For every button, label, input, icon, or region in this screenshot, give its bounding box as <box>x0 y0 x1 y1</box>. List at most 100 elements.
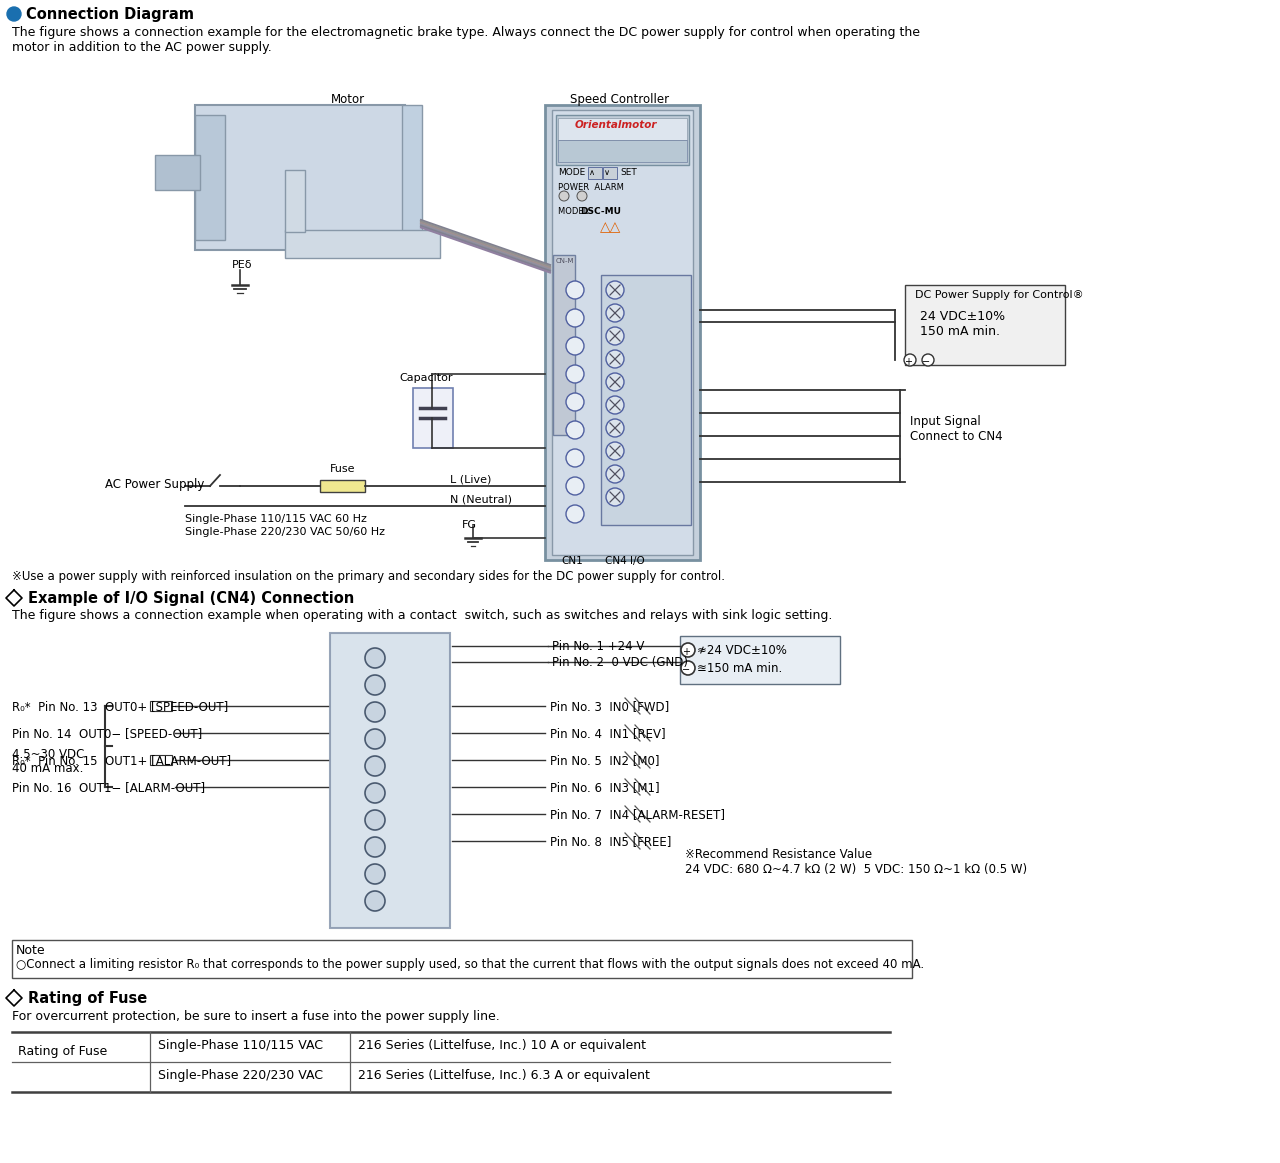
Circle shape <box>577 191 588 201</box>
Circle shape <box>605 395 625 414</box>
Text: ※Recommend Resistance Value: ※Recommend Resistance Value <box>685 848 872 861</box>
Text: 216 Series (Littelfuse, Inc.) 6.3 A or equivalent: 216 Series (Littelfuse, Inc.) 6.3 A or e… <box>358 1069 650 1082</box>
Text: Single-Phase 220/230 VAC 50/60 Hz: Single-Phase 220/230 VAC 50/60 Hz <box>186 527 385 537</box>
Circle shape <box>365 783 385 802</box>
Text: +: + <box>682 647 690 657</box>
Bar <box>12 940 911 978</box>
Bar <box>680 636 840 684</box>
Circle shape <box>605 465 625 483</box>
Text: The figure shows a connection example for the electromagnetic brake type. Always: The figure shows a connection example fo… <box>12 26 920 40</box>
Bar <box>602 274 691 525</box>
Text: Motor: Motor <box>332 93 365 106</box>
Text: Capacitor: Capacitor <box>399 373 453 383</box>
Text: Single-Phase 110/115 VAC 60 Hz: Single-Phase 110/115 VAC 60 Hz <box>186 514 367 525</box>
Circle shape <box>365 837 385 857</box>
Bar <box>150 755 172 765</box>
Text: N (Neutral): N (Neutral) <box>451 495 512 505</box>
Text: ∨: ∨ <box>604 167 611 177</box>
Circle shape <box>605 442 625 461</box>
Text: POWER  ALARM: POWER ALARM <box>558 183 623 192</box>
Text: L (Live): L (Live) <box>451 475 492 484</box>
Text: R₀*  Pin No. 13  OUT0+ [SPEED-OUT]: R₀* Pin No. 13 OUT0+ [SPEED-OUT] <box>12 700 228 713</box>
Text: Connect to CN4: Connect to CN4 <box>910 430 1002 443</box>
Text: PEδ: PEδ <box>232 261 252 270</box>
Circle shape <box>566 449 584 468</box>
Circle shape <box>605 488 625 506</box>
Text: SET: SET <box>620 167 636 177</box>
Bar <box>545 105 700 561</box>
Bar <box>413 388 453 448</box>
Text: Pin No. 5  IN2 [M0]: Pin No. 5 IN2 [M0] <box>550 754 659 768</box>
Text: −: − <box>682 665 690 675</box>
Text: Speed Controller: Speed Controller <box>571 93 669 106</box>
Text: Pin No. 7  IN4 [ALARM-RESET]: Pin No. 7 IN4 [ALARM-RESET] <box>550 808 724 821</box>
Circle shape <box>365 702 385 722</box>
Text: 4.5~30 VDC: 4.5~30 VDC <box>12 748 84 761</box>
Text: ○Connect a limiting resistor R₀ that corresponds to the power supply used, so th: ○Connect a limiting resistor R₀ that cor… <box>15 958 924 971</box>
Text: MODEL: MODEL <box>558 207 591 216</box>
Bar <box>402 105 422 255</box>
Bar <box>150 701 172 711</box>
Text: For overcurrent protection, be sure to insert a fuse into the power supply line.: For overcurrent protection, be sure to i… <box>12 1009 499 1023</box>
Circle shape <box>365 729 385 749</box>
Text: Orientalmotor: Orientalmotor <box>575 120 658 130</box>
Circle shape <box>605 327 625 345</box>
Text: Example of I/O Signal (CN4) Connection: Example of I/O Signal (CN4) Connection <box>28 591 355 606</box>
Circle shape <box>365 648 385 668</box>
Bar <box>285 230 440 258</box>
Text: Pin No. 14  OUT0− [SPEED-OUT]: Pin No. 14 OUT0− [SPEED-OUT] <box>12 727 202 740</box>
Circle shape <box>566 309 584 327</box>
Text: Single-Phase 220/230 VAC: Single-Phase 220/230 VAC <box>157 1069 323 1082</box>
Polygon shape <box>6 990 22 1006</box>
Text: Single-Phase 110/115 VAC: Single-Phase 110/115 VAC <box>157 1039 323 1053</box>
Text: Rating of Fuse: Rating of Fuse <box>18 1044 108 1057</box>
Bar <box>603 167 617 179</box>
Bar <box>558 140 687 162</box>
Text: Connection Diagram: Connection Diagram <box>26 7 195 22</box>
Circle shape <box>566 505 584 523</box>
Text: Pin No. 16  OUT1− [ALARM-OUT]: Pin No. 16 OUT1− [ALARM-OUT] <box>12 782 205 794</box>
Text: Pin No. 1 +24 V: Pin No. 1 +24 V <box>552 640 644 652</box>
Circle shape <box>605 281 625 299</box>
Circle shape <box>559 191 570 201</box>
Text: Note: Note <box>15 944 46 957</box>
Text: 150 mA min.: 150 mA min. <box>920 324 1000 338</box>
Circle shape <box>566 393 584 411</box>
Text: Fuse: Fuse <box>330 464 356 475</box>
Bar <box>588 167 602 179</box>
Text: Pin No. 6  IN3 [M1]: Pin No. 6 IN3 [M1] <box>550 782 659 794</box>
Text: DSC-MU: DSC-MU <box>580 207 621 216</box>
Text: MODE: MODE <box>558 167 585 177</box>
Bar <box>195 115 225 240</box>
Circle shape <box>566 365 584 383</box>
Text: CN-M: CN-M <box>556 258 575 264</box>
Circle shape <box>365 756 385 776</box>
Text: −: − <box>922 357 931 368</box>
Text: Input Signal: Input Signal <box>910 415 980 428</box>
Circle shape <box>904 354 916 366</box>
Circle shape <box>6 7 20 21</box>
Text: ∧: ∧ <box>589 167 595 177</box>
Text: DC Power Supply for Control®: DC Power Supply for Control® <box>915 290 1084 300</box>
Circle shape <box>365 675 385 695</box>
Circle shape <box>365 891 385 911</box>
Text: The figure shows a connection example when operating with a contact  switch, suc: The figure shows a connection example wh… <box>12 609 832 622</box>
Text: 24 VDC±10%: 24 VDC±10% <box>920 311 1005 323</box>
Text: Pin No. 2  0 VDC (GND): Pin No. 2 0 VDC (GND) <box>552 656 689 669</box>
Bar <box>155 155 200 190</box>
Circle shape <box>365 864 385 884</box>
Text: FG: FG <box>462 520 477 530</box>
Text: R₀*  Pin No. 15  OUT1+ [ALARM-OUT]: R₀* Pin No. 15 OUT1+ [ALARM-OUT] <box>12 754 232 768</box>
Circle shape <box>605 419 625 437</box>
Circle shape <box>566 421 584 438</box>
Text: ≊150 mA min.: ≊150 mA min. <box>698 662 782 675</box>
Bar <box>553 255 575 435</box>
Text: CN1: CN1 <box>561 556 582 566</box>
Text: motor in addition to the AC power supply.: motor in addition to the AC power supply… <box>12 41 271 53</box>
Circle shape <box>365 809 385 830</box>
Circle shape <box>605 304 625 322</box>
Circle shape <box>681 643 695 657</box>
Text: +: + <box>904 357 911 368</box>
Bar <box>285 170 305 231</box>
Text: 216 Series (Littelfuse, Inc.) 10 A or equivalent: 216 Series (Littelfuse, Inc.) 10 A or eq… <box>358 1039 646 1053</box>
